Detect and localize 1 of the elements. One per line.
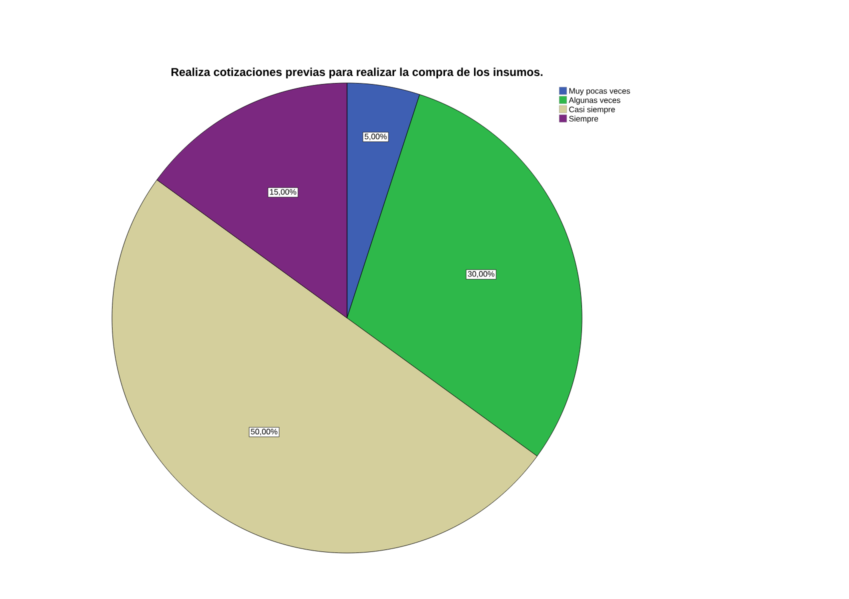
chart-title: Realiza cotizaciones previas para realizar la compra de los insumos. — [172, 68, 542, 78]
